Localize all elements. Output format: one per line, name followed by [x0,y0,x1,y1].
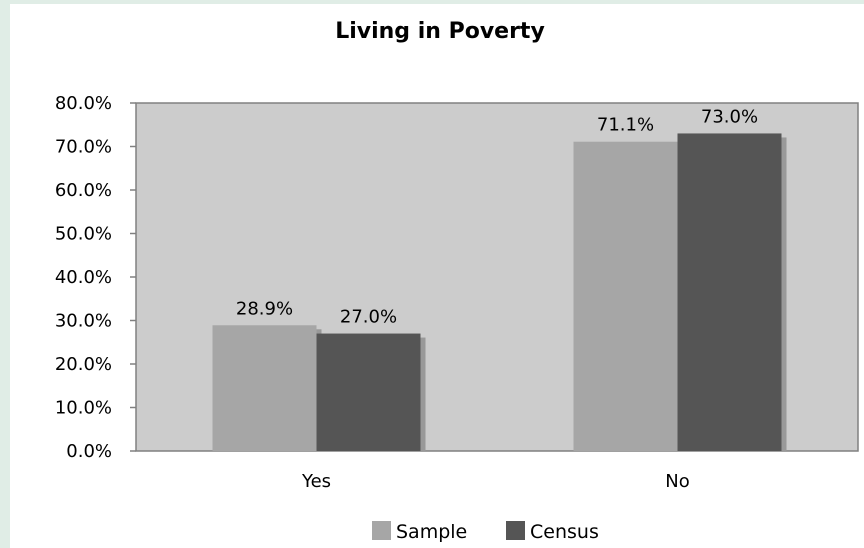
y-tick-label: 80.0% [55,93,112,114]
y-tick-label: 30.0% [55,311,112,332]
y-tick-label: 60.0% [55,180,112,201]
x-category-label: No [665,471,689,492]
legend-swatch-census [506,521,525,540]
data-label: 28.9% [236,298,293,319]
data-label: 27.0% [340,307,397,328]
y-tick-label: 50.0% [55,224,112,245]
legend: Sample Census [372,521,599,543]
x-category-label: Yes [301,471,331,492]
data-label: 71.1% [597,115,654,136]
bar-sample-yes [212,325,317,451]
y-tick-label: 10.0% [55,398,112,419]
bar-census-yes [316,333,421,451]
y-tick-label: 0.0% [66,441,112,462]
y-tick-label: 20.0% [55,354,112,375]
chart-title: Living in Poverty [335,19,545,44]
y-tick-label: 40.0% [55,267,112,288]
legend-swatch-sample [372,521,391,540]
y-tick-label: 70.0% [55,137,112,158]
data-label: 73.0% [701,106,758,127]
bar-census-no [677,133,782,451]
legend-label-census: Census [530,521,599,543]
legend-label-sample: Sample [396,521,467,543]
bar-sample-no [573,141,678,451]
